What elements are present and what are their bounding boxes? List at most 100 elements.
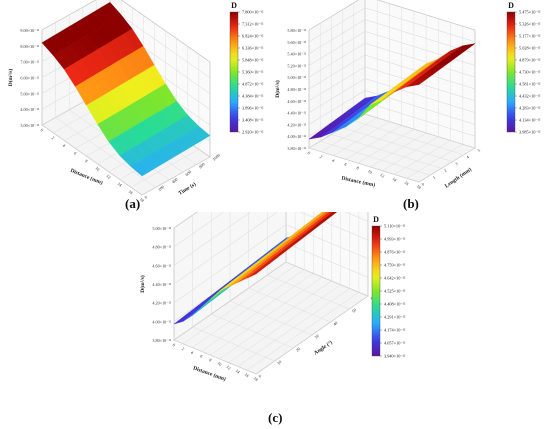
chart-b-colorbar-value: 3.985×10⁻¹² <box>519 130 541 135</box>
chart-panel-a: 3.00×10⁻¹² 4.00×10⁻¹² 5.00×10⁻¹² 6.00×10⁻¹²… <box>0 0 275 215</box>
chart-c-x-tick-label: 14 <box>235 368 242 375</box>
chart-b-z-tick-label: 5.60×10⁻¹² <box>287 40 306 45</box>
chart-a-colorbar-gradient <box>229 11 239 133</box>
chart-a-y-gridline <box>41 30 143 196</box>
chart-b-surface <box>308 43 476 140</box>
chart-a-x-tick-label: 4 <box>62 143 68 149</box>
chart-c-x-tick-label: 12 <box>225 364 231 371</box>
chart-a-x-tick-label: 14 <box>117 181 124 188</box>
chart-c-x-tick-label: 8 <box>208 357 213 362</box>
chart-a-colorbar-value: 3.896×10⁻¹² <box>242 106 264 111</box>
chart-c-y-gridline <box>192 215 275 362</box>
chart-c-y-gridline <box>248 176 331 323</box>
chart-a-x-tick-label: 16 <box>128 189 134 196</box>
chart-b-y-tick-label: 1 <box>432 175 437 180</box>
chart-c-z-axis-title: D(m²/s) <box>139 275 146 293</box>
chart-a-x-tick-label: 10 <box>94 165 100 172</box>
chart-c-y-gridline <box>173 228 257 375</box>
chart-a-x-tick-label: 6 <box>73 151 78 156</box>
chart-a-z-axis-title: D(m²/s) <box>7 69 14 87</box>
chart-c-z-tick-label: 3.80×10⁻¹² <box>152 338 171 343</box>
chart-c-z-tick-label: 4.40×10⁻¹² <box>152 282 171 287</box>
chart-a-x-tick-label: 0 <box>40 127 45 132</box>
chart-b-colorbar-value: 4.581×10⁻¹² <box>519 82 541 87</box>
chart-a-z-tick-label: 5.00×10⁻¹² <box>20 91 39 96</box>
chart-b-colorbar-gradient <box>506 11 516 133</box>
chart-a-svg: 3.00×10⁻¹² 4.00×10⁻¹² 5.00×10⁻¹² 6.00×10⁻¹²… <box>7 0 264 203</box>
chart-b-x-tick-label: 18 <box>416 184 422 191</box>
chart-b-y-gridline <box>364 0 476 149</box>
chart-a-x-tick-label: 2 <box>51 135 56 140</box>
panel-label-b: (b) <box>403 196 419 211</box>
chart-a-y-tick-label: 400 <box>171 177 179 185</box>
panel-label-a: (a) <box>125 196 141 211</box>
chart-c-x-tick-label: 16 <box>244 372 250 379</box>
chart-b-colorbar-value: 4.134×10⁻¹² <box>519 118 541 123</box>
chart-a-z-gridline <box>41 0 211 63</box>
chart-b-colorbar-value: 4.730×10⁻¹² <box>519 70 541 75</box>
chart-b-x-tick-label: 16 <box>404 180 410 187</box>
chart-panel-b: 3.80×10⁻¹² 4.00×10⁻¹² 4.20×10⁻¹² 4.40×10⁻¹²… <box>274 0 550 215</box>
chart-a-colorbar-title: D <box>231 1 237 10</box>
chart-a-surface-patch <box>190 126 211 141</box>
chart-b-z-tick-label: 5.40×10⁻¹² <box>287 52 306 57</box>
chart-c-colorbar-value: 4.759×10⁻¹² <box>384 263 406 268</box>
chart-b-y-tick-label: 3 <box>454 161 459 166</box>
chart-c-z-tick-label: 4.80×10⁻¹² <box>152 245 171 250</box>
chart-b-z-tick-label: 5.20×10⁻¹² <box>287 63 306 68</box>
chart-a-y-tick-label: 600 <box>184 169 192 177</box>
chart-b-y-tick-label: 5 <box>476 148 481 153</box>
chart-c-y-gridline <box>229 189 313 336</box>
chart-a-colorbar-value: 5.360×10⁻¹² <box>242 70 264 75</box>
chart-a-colorbar-value: 4.384×10⁻¹² <box>242 94 264 99</box>
chart-c-colorbar-value: 3.940×10⁻¹² <box>384 354 406 359</box>
chart-b-colorbar-value: 5.028×10⁻¹² <box>519 46 541 51</box>
chart-c-colorbar-value: 4.408×10⁻¹² <box>384 302 406 307</box>
chart-a-plot: 3.00×10⁻¹² 4.00×10⁻¹² 5.00×10⁻¹² 6.00×10⁻¹²… <box>7 0 221 203</box>
chart-a-colorbar-value: 7.312×10⁻¹² <box>242 22 264 27</box>
chart-a-z-tick-label: 7.00×10⁻¹² <box>20 60 39 65</box>
chart-b-x-tick-label: 14 <box>391 176 398 183</box>
chart-a-surface <box>41 2 211 177</box>
chart-b-z-tick-label: 5.80×10⁻¹² <box>287 28 306 33</box>
chart-a-colorbar-value: 6.824×10⁻¹² <box>242 34 264 39</box>
chart-c-colorbar-gradient <box>371 225 381 357</box>
chart-b-svg: 3.80×10⁻¹² 4.00×10⁻¹² 4.20×10⁻¹² 4.40×10⁻¹²… <box>274 0 541 191</box>
chart-b-y-tick-label: 2 <box>443 168 448 173</box>
chart-b-x-tick-label: 6 <box>343 162 348 167</box>
chart-b-z-tick-label: 4.80×10⁻¹² <box>287 87 306 92</box>
chart-a-y-tick-label: 200 <box>157 184 165 192</box>
chart-c-colorbar-value: 5.110×10⁻¹² <box>384 224 406 229</box>
chart-b-z-tick-label: 3.80×10⁻¹² <box>287 146 306 151</box>
chart-panel-c: 3.80×10⁻¹² 4.00×10⁻¹² 4.20×10⁻¹² 4.40×10⁻¹²… <box>130 149 420 412</box>
chart-b-y-gridline <box>319 23 431 176</box>
chart-c-y-tick-label: 0 <box>257 374 262 379</box>
chart-a-y-axis-title: Time (s) <box>177 181 197 197</box>
chart-b-surface-patch <box>455 43 476 51</box>
chart-b-z-tick-label: 4.00×10⁻¹² <box>287 134 306 139</box>
chart-a-z-tick-label: 4.00×10⁻¹² <box>20 107 39 112</box>
chart-b-colorbar-value: 5.475×10⁻¹² <box>519 10 541 15</box>
chart-c-z-tick-label: 4.20×10⁻¹² <box>152 301 171 306</box>
chart-b-x-tick-label: 8 <box>355 165 360 170</box>
chart-c-colorbar-value: 4.057×10⁻¹² <box>384 341 406 346</box>
chart-a-y-tick-label: 1000 <box>211 153 221 162</box>
chart-c-colorbar: D 5.110×10⁻¹² 4.993×10⁻¹² 4.876×10⁻¹² 4.759×… <box>371 215 406 359</box>
chart-c-colorbar-value: 4.525×10⁻¹² <box>384 289 406 294</box>
chart-b-colorbar-value: 4.879×10⁻¹² <box>519 58 541 63</box>
chart-b-x-tick-label: 4 <box>331 158 337 164</box>
chart-b-y-tick-label: 4 <box>465 154 471 160</box>
chart-c-z-tick-label: 4.60×10⁻¹² <box>152 263 171 268</box>
chart-b-colorbar-value: 5.326×10⁻¹² <box>519 22 541 27</box>
chart-a-colorbar-value: 5.848×10⁻¹² <box>242 58 264 63</box>
chart-a-colorbar-value: 6.336×10⁻¹² <box>242 46 264 51</box>
chart-b-colorbar: D 5.475×10⁻¹² 5.326×10⁻¹² 5.177×10⁻¹² 5.028×… <box>506 1 541 135</box>
chart-c-y-tick-label: 40 <box>332 320 338 327</box>
chart-b-z-tick-label: 5.00×10⁻¹² <box>287 75 306 80</box>
chart-b-x-tick-label: 10 <box>367 168 373 175</box>
chart-a-colorbar-value: 4.872×10⁻¹² <box>242 82 264 87</box>
chart-b-z-tick-label: 4.40×10⁻¹² <box>287 111 306 116</box>
panel-label-c: (c) <box>268 410 283 425</box>
chart-b-z-tick-label: 4.20×10⁻¹² <box>287 122 306 127</box>
chart-c-colorbar-value: 4.291×10⁻¹² <box>384 315 406 320</box>
